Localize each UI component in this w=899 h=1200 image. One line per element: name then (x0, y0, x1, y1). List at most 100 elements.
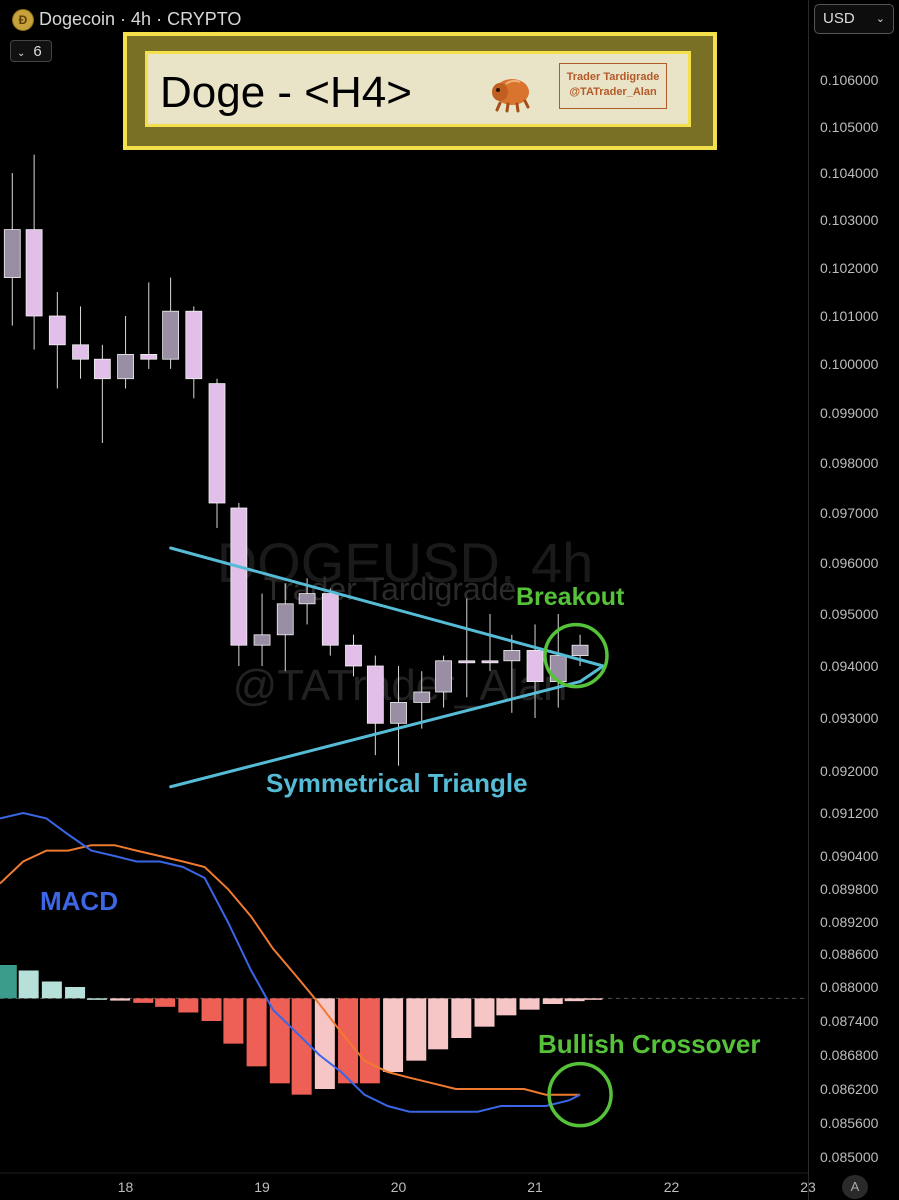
candle (3, 173, 21, 326)
candles (3, 154, 589, 766)
macd-line (0, 811, 581, 1113)
currency-select[interactable]: USD ⌄ (814, 4, 894, 34)
watermark: DOGEUSD, 4h Trader Tardigrade @TATrader_… (217, 531, 594, 710)
candle (117, 316, 134, 389)
histogram-bar (428, 998, 449, 1050)
triangle-label: Symmetrical Triangle (266, 768, 528, 798)
candle (526, 624, 544, 718)
signal-line (0, 844, 581, 1096)
histogram-bar (18, 970, 39, 999)
histogram-bar (223, 998, 244, 1044)
histogram-bar (178, 998, 199, 1013)
price-tick-label: 0.085600 (820, 1115, 879, 1131)
price-tick-label: 0.099000 (820, 405, 879, 421)
candle-body (413, 691, 431, 703)
banner-title: Doge - <H4> (160, 68, 412, 117)
histogram-bar (496, 998, 517, 1016)
histogram-bar (519, 998, 540, 1010)
candle (549, 614, 567, 708)
candle (72, 306, 89, 379)
price-tick-label: 0.097000 (820, 505, 879, 521)
candle-body (298, 593, 316, 605)
candle (253, 593, 271, 666)
title-banner: Doge - <H4> Trader Tardigrade @TATrader_… (123, 32, 717, 150)
brand-line1: Trader Tardigrade (566, 71, 660, 83)
price-tick-label: 0.093000 (820, 710, 879, 726)
candle-body (117, 353, 134, 380)
histogram-bar (582, 998, 603, 1000)
breakout-label: Breakout (516, 583, 625, 611)
candle (321, 588, 339, 656)
price-tick-label: 0.090400 (820, 848, 879, 864)
candle-body (345, 644, 362, 667)
candle-body (93, 358, 111, 380)
candle-body (366, 665, 384, 724)
histogram-bar (41, 981, 62, 999)
triangle-lower-line (169, 680, 582, 789)
price-tick-label: 0.088000 (820, 979, 879, 995)
candle-body (25, 229, 43, 317)
candle-body (230, 507, 248, 646)
symbol-title[interactable]: Dogecoin · 4h · CRYPTO (39, 9, 242, 29)
candle (458, 598, 476, 698)
candle (345, 634, 362, 677)
crossover-label: Bullish Crossover (538, 1029, 761, 1059)
price-tick-label: 0.098000 (820, 455, 879, 471)
candle-body (481, 660, 499, 664)
dogecoin-icon: Ð (12, 9, 34, 31)
price-tick-label: 0.100000 (820, 356, 879, 372)
auto-scale-button[interactable]: A (842, 1175, 868, 1199)
histogram-bar (246, 998, 267, 1067)
candle-body (321, 593, 339, 646)
candle-body (3, 229, 21, 279)
time-tick-label: 21 (527, 1179, 543, 1195)
price-axis-divider (808, 0, 809, 1200)
histogram-bar (65, 987, 86, 999)
candle-body (571, 644, 589, 657)
candle-body (503, 650, 521, 662)
breakout-circle (543, 622, 609, 689)
histogram-bar (291, 998, 312, 1095)
histogram-bar (133, 998, 154, 1003)
histogram-bar (451, 998, 472, 1038)
macd-lines (0, 811, 581, 1113)
candle-body (458, 660, 476, 664)
price-tick-label: 0.085000 (820, 1149, 879, 1165)
candle (25, 154, 43, 350)
candle-body (140, 353, 158, 360)
histogram-bar (269, 998, 290, 1084)
price-tick-label: 0.104000 (820, 165, 879, 181)
collapse-indicators-button[interactable]: ⌄ 6 (10, 40, 52, 62)
price-tick-label: 0.092000 (820, 763, 879, 779)
axes: 0.106000 0.105000 0.104000 0.103000 0.102000… (0, 72, 879, 1195)
macd-histogram (0, 965, 603, 1095)
histogram-bar (86, 998, 107, 1000)
tardigrade-logo-icon (492, 79, 530, 113)
price-tick-label: 0.089200 (820, 914, 879, 930)
annotations: Breakout Symmetrical Triangle MACD Bulli… (40, 583, 761, 1128)
candle-body (72, 344, 89, 360)
triangle-apex-line (578, 664, 605, 684)
price-tick-label: 0.094000 (820, 658, 879, 674)
candle (48, 292, 66, 389)
histogram-bar (110, 998, 131, 1001)
price-tick-label: 0.086800 (820, 1047, 879, 1063)
price-tick-label: 0.105000 (820, 119, 879, 135)
candle (162, 277, 180, 369)
price-tick-label: 0.101000 (820, 308, 879, 324)
symmetrical-triangle (169, 546, 605, 789)
candle (276, 583, 294, 672)
watermark-symbol: DOGEUSD, 4h (217, 531, 594, 594)
histogram-bar (155, 998, 176, 1007)
time-tick-label: 18 (118, 1179, 134, 1195)
histogram-bar (201, 998, 222, 1021)
indicator-count: 6 (33, 43, 42, 60)
price-tick-label: 0.089800 (820, 881, 879, 897)
time-tick-label: 20 (391, 1179, 407, 1195)
histogram-bar (314, 998, 335, 1089)
candle (390, 666, 407, 766)
candle-body (208, 383, 226, 504)
candle (481, 614, 499, 672)
price-tick-label: 0.102000 (820, 260, 879, 276)
